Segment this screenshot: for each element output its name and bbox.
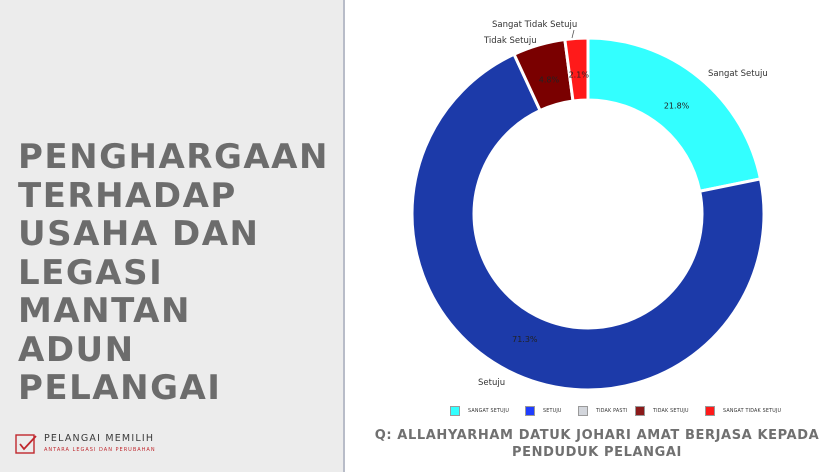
percent-label-sangat-tidak-setuju: 2.1%	[569, 70, 590, 79]
title-panel: PENGHARGAAN TERHADAP USAHA DAN LEGASI MA…	[0, 0, 345, 472]
legend-label: SANGAT SETUJU	[468, 408, 510, 414]
donut-slice-setuju	[410, 52, 766, 392]
chart-legend: SANGAT SETUJU SETUJU TIDAK PASTI TIDAK SETU…	[450, 406, 830, 420]
legend-label: TIDAK PASTI	[596, 408, 628, 414]
survey-question: Q: ALLAHYARHAM DATUK JOHARI AMAT BERJASA…	[374, 428, 820, 460]
legend-item: SANGAT TIDAK SETUJU	[705, 406, 781, 416]
brand-title: PELANGAI MEMILIH	[44, 433, 155, 444]
category-label-sangat-tidak-setuju: Sangat Tidak Setuju	[492, 20, 577, 30]
legend-swatch	[705, 406, 715, 416]
legend-item: TIDAK SETUJU	[635, 406, 689, 416]
percent-label-sangat-setuju: 21.8%	[664, 102, 690, 111]
donut-slice-sangat-setuju	[586, 36, 763, 194]
legend-swatch	[525, 406, 535, 416]
category-label-setuju: Setuju	[478, 378, 505, 388]
category-label-sangat-setuju: Sangat Setuju	[708, 69, 768, 79]
legend-swatch	[635, 406, 645, 416]
legend-swatch	[450, 406, 460, 416]
legend-item: SANGAT SETUJU	[450, 406, 509, 416]
donut-chart: 21.8% Sangat Setuju 71.3% Setuju 4.8% Tidak S…	[410, 20, 768, 392]
legend-label: SANGAT TIDAK SETUJU	[723, 408, 782, 414]
legend-item: SETUJU	[525, 406, 562, 416]
brand-block: PELANGAI MEMILIH ANTARA LEGASI DAN PERUB…	[14, 430, 214, 460]
donut-slice-sangat-tidak-setuju	[563, 36, 590, 103]
checkbox-logo-icon	[15, 434, 37, 454]
percent-label-setuju: 71.3%	[512, 335, 538, 344]
category-label-tidak-setuju: Tidak Setuju	[483, 36, 537, 46]
page-title: PENGHARGAAN TERHADAP USAHA DAN LEGASI MA…	[18, 137, 329, 408]
legend-label: TIDAK SETUJU	[653, 408, 689, 414]
leader-line-sangat-tidak-setuju	[571, 29, 575, 39]
legend-label: SETUJU	[543, 408, 562, 414]
legend-item: TIDAK PASTI	[578, 406, 627, 416]
legend-swatch	[578, 406, 588, 416]
brand-subtitle: ANTARA LEGASI DAN PERUBAHAN	[44, 447, 156, 453]
percent-label-tidak-setuju: 4.8%	[539, 76, 560, 85]
